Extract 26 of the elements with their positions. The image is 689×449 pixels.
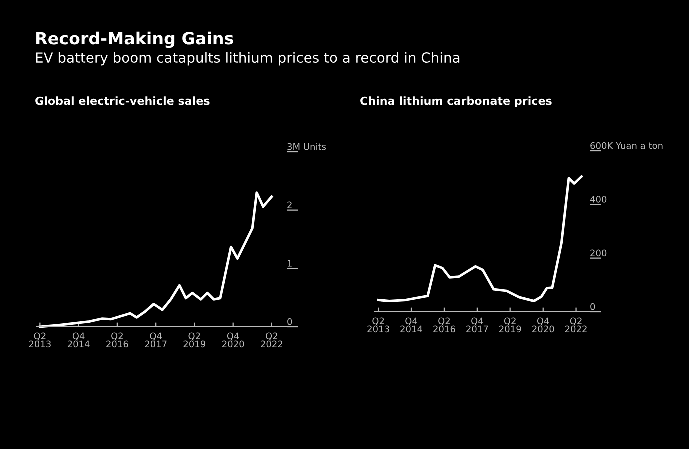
y-tick-label: 400 — [590, 196, 607, 203]
x-tick-label: Q2 2019 — [184, 332, 206, 348]
x-tick-label: Q2 2013 — [29, 332, 51, 348]
x-tick-label: Q4 2020 — [532, 318, 554, 333]
chart-title: China lithium carbonate prices — [360, 96, 552, 108]
x-tick-label: Q2 2016 — [106, 332, 128, 348]
text: Record-Making Gains — [36, 32, 234, 48]
y-tick-label: 0 — [288, 318, 292, 326]
x-tick-label: Q4 2017 — [466, 318, 488, 333]
text: EV battery boom catapults lithium prices to a record in China — [36, 52, 460, 66]
x-tick-label: Q2 2019 — [500, 318, 522, 333]
y-tick-label: 600K Yuan a ton — [590, 142, 663, 150]
chart-title: Global electric-vehicle sales — [36, 96, 210, 106]
x-tick-label: Q4 2020 — [222, 332, 244, 348]
y-tick-label: 200 — [590, 250, 607, 257]
x-tick-label: Q4 2017 — [145, 332, 167, 348]
x-tick-label: Q2 2022 — [261, 332, 282, 348]
y-tick-label: 0 — [590, 303, 596, 310]
x-tick-label: Q2 2022 — [565, 318, 587, 333]
x-tick-label: Q2 2013 — [368, 318, 390, 333]
x-tick-label: Q4 2014 — [68, 332, 90, 348]
y-tick-label: 3M Units — [288, 143, 326, 150]
y-tick-label: 1 — [288, 260, 292, 267]
y-tick-label: 2 — [288, 202, 292, 208]
x-tick-label: Q4 2014 — [400, 318, 422, 333]
x-tick-label: Q2 2016 — [434, 318, 456, 333]
